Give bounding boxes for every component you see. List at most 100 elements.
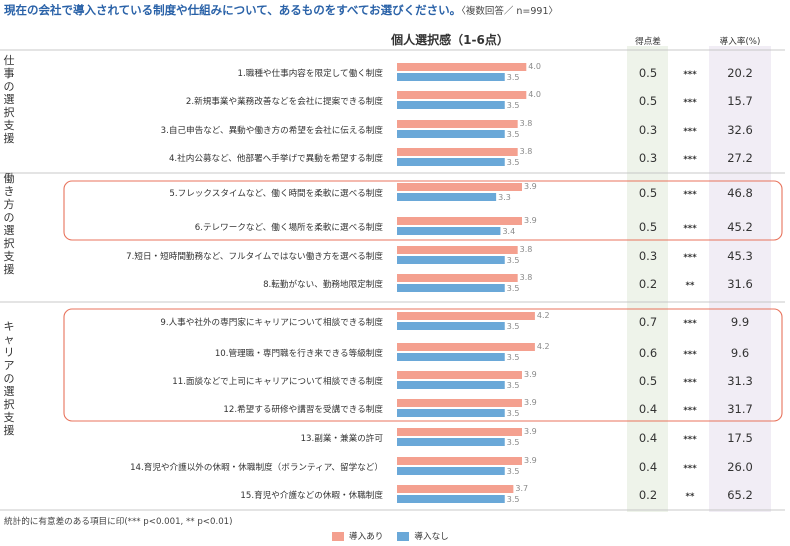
group-label-3-char: リ	[4, 346, 15, 359]
bar-without	[397, 158, 505, 166]
score-diff-value: 0.3	[639, 151, 657, 165]
group-label-3-char: 援	[4, 423, 15, 437]
score-diff-value: 0.7	[639, 315, 657, 329]
group-label-2-char: 方	[4, 197, 15, 211]
score-diff-value: 0.3	[639, 249, 657, 263]
group-label-2-char: 選	[4, 224, 15, 237]
bar-value-without: 3.5	[507, 438, 520, 447]
chart-title: 現在の会社で導入されている制度や仕組みについて、あるものをすべてお選びください。	[4, 3, 462, 17]
bar-value-without: 3.5	[507, 467, 520, 476]
bar-value-with: 3.9	[524, 182, 537, 191]
bar-with	[397, 217, 522, 225]
highlight-box-career	[63, 308, 783, 422]
bar-value-with: 3.9	[524, 370, 537, 379]
bar-with	[397, 371, 522, 379]
bar-value-with: 4.0	[528, 62, 541, 71]
header-personal-choice: 個人選択感（1-6点）	[390, 32, 509, 47]
bar-with	[397, 246, 518, 254]
highlight-box-work-style	[63, 180, 783, 241]
group-label-3-char: 択	[4, 397, 15, 411]
significance-mark: **	[686, 492, 695, 502]
bar-without	[397, 73, 505, 81]
group-label-1-char: 択	[4, 105, 15, 119]
bar-value-with: 3.9	[524, 456, 537, 465]
bar-value-with: 3.8	[520, 119, 533, 128]
bar-without	[397, 284, 505, 292]
bar-value-without: 3.5	[507, 322, 520, 331]
row-label: 4.社内公募など、他部署へ手挙げで異動を希望する制度	[169, 152, 383, 164]
score-diff-value: 0.2	[639, 488, 657, 502]
bar-with	[397, 312, 535, 320]
group-label-2-char: 択	[4, 236, 15, 250]
row-label: 8.転勤がない、勤務地限定制度	[263, 278, 383, 290]
adoption-rate-value: 27.2	[727, 151, 753, 165]
row-label: 9.人事や社外の専門家にキャリアについて相談できる制度	[160, 316, 383, 328]
bar-with	[397, 399, 522, 407]
significance-mark: ***	[683, 319, 697, 329]
score-diff-value: 0.5	[639, 186, 657, 200]
row-label: 13.副業・兼業の許可	[301, 432, 384, 444]
score-diff-value: 0.5	[639, 66, 657, 80]
group-label-1-char: 仕	[4, 54, 15, 67]
bar-with	[397, 485, 514, 493]
group-label-2-char: き	[4, 185, 15, 198]
group-label-3-char: ア	[4, 359, 15, 372]
adoption-rate-value: 45.2	[727, 220, 753, 234]
row-label: 14.育児や介護以外の休暇・休職制度（ボランティア、留学など）	[130, 461, 383, 473]
bar-value-with: 3.8	[520, 273, 533, 282]
group-label-2-char: 支	[4, 250, 15, 263]
bar-with	[397, 148, 518, 156]
legend: 導入あり 導入なし	[332, 530, 463, 542]
bar-with	[397, 120, 518, 128]
significance-mark: ***	[683, 378, 697, 388]
row-label: 6.テレワークなど、働く場所を柔軟に選べる制度	[195, 221, 384, 233]
row-label: 7.短日・短時間勤務など、フルタイムではない働き方を選べる制度	[126, 250, 383, 262]
adoption-rate-value: 32.6	[727, 123, 753, 137]
group-label-2-char: 働	[4, 172, 15, 185]
row-label: 11.面談などで上司にキャリアについて相談できる制度	[172, 375, 383, 387]
significance-mark: ***	[683, 127, 697, 137]
bar-without	[397, 256, 505, 264]
row-label: 15.育児や介護などの休暇・休職制度	[240, 489, 383, 501]
adoption-rate-value: 65.2	[727, 488, 753, 502]
score-diff-value: 0.5	[639, 220, 657, 234]
adoption-rate-value: 26.0	[727, 460, 753, 474]
score-diff-value: 0.6	[639, 346, 657, 360]
bar-value-with: 3.8	[520, 245, 533, 254]
score-diff-value: 0.5	[639, 94, 657, 108]
bar-value-without: 3.5	[507, 353, 520, 362]
row-label: 10.管理職・専門職を行き来できる等級制度	[215, 347, 384, 359]
bar-with	[397, 91, 527, 99]
group-label-1-char: 事	[4, 67, 15, 80]
adoption-rate-value: 46.8	[727, 186, 753, 200]
row-label: 2.新規事業や業務改善などを会社に提案できる制度	[186, 95, 383, 107]
group-label-3-char: ャ	[4, 333, 15, 346]
bar-value-without: 3.3	[498, 193, 511, 202]
bar-value-without: 3.5	[507, 130, 520, 139]
bar-value-with: 3.9	[524, 216, 537, 225]
bar-value-without: 3.5	[507, 409, 520, 418]
bar-value-without: 3.4	[502, 227, 515, 236]
group-label-1-char: 支	[4, 119, 15, 132]
bar-value-without: 3.5	[507, 495, 520, 504]
adoption-rate-value: 20.2	[727, 66, 753, 80]
bar-value-with: 4.0	[528, 90, 541, 99]
significance-mark: ***	[683, 98, 697, 108]
group-label-3-char: キ	[4, 320, 15, 333]
bar-with	[397, 457, 522, 465]
bar-value-without: 3.5	[507, 101, 520, 110]
significance-mark: **	[686, 281, 695, 291]
row-label: 5.フレックスタイムなど、働く時間を柔軟に選べる制度	[169, 187, 383, 199]
significance-mark: ***	[683, 70, 697, 80]
significance-mark: ***	[683, 224, 697, 234]
group-label-2-char: 援	[4, 262, 15, 276]
legend-label-without: 導入なし	[414, 532, 449, 542]
adoption-rate-value: 31.3	[727, 374, 753, 388]
score-diff-value: 0.2	[639, 277, 657, 291]
bar-with	[397, 63, 527, 71]
group-label-1-char: 選	[4, 93, 15, 106]
bar-value-with: 3.9	[524, 398, 537, 407]
header-adoption-rate: 導入率(%)	[720, 35, 761, 47]
bar-without	[397, 101, 505, 109]
score-diff-value: 0.3	[639, 123, 657, 137]
